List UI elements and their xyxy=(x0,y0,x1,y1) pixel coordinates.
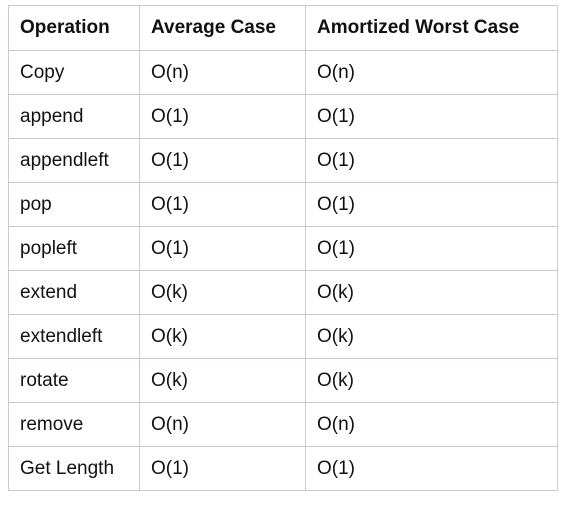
average-case-cell: O(1) xyxy=(139,182,306,227)
average-case-cell: O(k) xyxy=(139,358,306,403)
table-row: extendleft O(k) O(k) xyxy=(8,314,558,359)
average-case-cell: O(n) xyxy=(139,402,306,447)
worst-case-cell: O(1) xyxy=(305,138,558,183)
table-row: Copy O(n) O(n) xyxy=(8,50,558,95)
table-row: Get Length O(1) O(1) xyxy=(8,446,558,491)
average-case-cell: O(k) xyxy=(139,314,306,359)
worst-case-cell: O(n) xyxy=(305,50,558,95)
table-row: append O(1) O(1) xyxy=(8,94,558,139)
complexity-table: Operation Average Case Amortized Worst C… xyxy=(8,5,558,491)
table-row: appendleft O(1) O(1) xyxy=(8,138,558,183)
worst-case-cell: O(1) xyxy=(305,94,558,139)
operation-cell: Get Length xyxy=(8,446,140,491)
complexity-table-container: Operation Average Case Amortized Worst C… xyxy=(8,5,558,491)
table-header-row: Operation Average Case Amortized Worst C… xyxy=(8,5,558,51)
worst-case-cell: O(1) xyxy=(305,446,558,491)
header-operation: Operation xyxy=(8,5,140,51)
operation-cell: extendleft xyxy=(8,314,140,359)
operation-cell: appendleft xyxy=(8,138,140,183)
worst-case-cell: O(1) xyxy=(305,182,558,227)
average-case-cell: O(1) xyxy=(139,446,306,491)
table-row: pop O(1) O(1) xyxy=(8,182,558,227)
operation-cell: pop xyxy=(8,182,140,227)
operation-cell: remove xyxy=(8,402,140,447)
worst-case-cell: O(n) xyxy=(305,402,558,447)
average-case-cell: O(1) xyxy=(139,226,306,271)
header-amortized-worst-case: Amortized Worst Case xyxy=(305,5,558,51)
table-row: rotate O(k) O(k) xyxy=(8,358,558,403)
header-average-case: Average Case xyxy=(139,5,306,51)
operation-cell: Copy xyxy=(8,50,140,95)
operation-cell: rotate xyxy=(8,358,140,403)
average-case-cell: O(n) xyxy=(139,50,306,95)
average-case-cell: O(1) xyxy=(139,138,306,183)
table-row: popleft O(1) O(1) xyxy=(8,226,558,271)
average-case-cell: O(1) xyxy=(139,94,306,139)
worst-case-cell: O(k) xyxy=(305,358,558,403)
operation-cell: popleft xyxy=(8,226,140,271)
worst-case-cell: O(k) xyxy=(305,314,558,359)
worst-case-cell: O(k) xyxy=(305,270,558,315)
operation-cell: append xyxy=(8,94,140,139)
table-row: extend O(k) O(k) xyxy=(8,270,558,315)
average-case-cell: O(k) xyxy=(139,270,306,315)
operation-cell: extend xyxy=(8,270,140,315)
worst-case-cell: O(1) xyxy=(305,226,558,271)
table-row: remove O(n) O(n) xyxy=(8,402,558,447)
